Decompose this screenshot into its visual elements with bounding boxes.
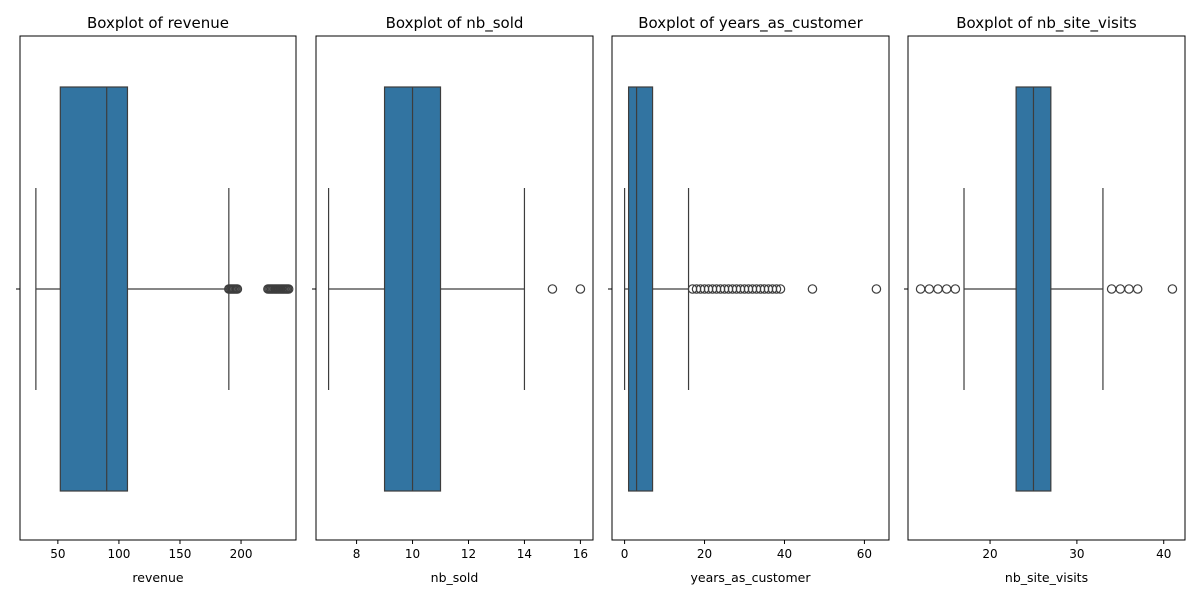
outlier-point <box>871 284 882 294</box>
x-tick-label: 8 <box>353 547 361 561</box>
outlier-point <box>950 284 961 294</box>
x-tick-label: 10 <box>405 547 420 561</box>
outlier-point <box>775 284 786 294</box>
box-iqr <box>59 86 129 492</box>
x-tick-label: 60 <box>857 547 872 561</box>
axes-frame <box>907 35 1186 541</box>
box-iqr <box>627 86 654 492</box>
panel-title: Boxplot of nb_sold <box>386 14 524 33</box>
x-tick-label: 20 <box>982 547 997 561</box>
outlier-point <box>575 284 586 294</box>
x-axis-label: nb_site_visits <box>1005 570 1088 585</box>
outlier-point <box>1132 284 1143 294</box>
panel-revenue: Boxplot of revenue revenue 50 100 150 200 <box>16 14 297 585</box>
x-tick-label: 40 <box>777 547 792 561</box>
x-axis-label: nb_sold <box>431 570 479 585</box>
x-tick-label: 100 <box>107 547 130 561</box>
outlier-point <box>547 284 558 294</box>
x-tick-label: 16 <box>573 547 588 561</box>
outlier-point <box>771 284 782 294</box>
axes-frame <box>315 35 594 541</box>
panel-title: Boxplot of nb_site_visits <box>956 14 1137 33</box>
x-tick-label: 40 <box>1156 547 1171 561</box>
x-tick-label: 0 <box>621 547 629 561</box>
x-tick-label: 200 <box>230 547 253 561</box>
outlier-point <box>283 284 294 294</box>
x-tick-label: 14 <box>517 547 532 561</box>
x-tick-label: 50 <box>50 547 65 561</box>
outlier-point <box>807 284 818 294</box>
panel-years-as-customer: Boxplot of years_as_customer years_as_cu… <box>608 14 890 585</box>
x-tick-label: 20 <box>697 547 712 561</box>
panel-nb-site-visits: Boxplot of nb_site_visits nb_site_visits… <box>904 14 1186 585</box>
panel-title: Boxplot of years_as_customer <box>638 14 863 33</box>
x-axis-label: revenue <box>132 570 183 585</box>
axes-frame <box>19 35 297 541</box>
panel-nb-sold: Boxplot of nb_sold nb_sold 8 10 12 14 16 <box>312 14 594 585</box>
outlier-point <box>1167 284 1178 294</box>
x-tick-label: 30 <box>1069 547 1084 561</box>
outlier-point <box>232 284 243 294</box>
x-tick-label: 150 <box>169 547 192 561</box>
axes-frame <box>611 35 890 541</box>
x-axis-label: years_as_customer <box>691 570 812 585</box>
panel-title: Boxplot of revenue <box>87 14 229 32</box>
x-tick-label: 12 <box>461 547 476 561</box>
